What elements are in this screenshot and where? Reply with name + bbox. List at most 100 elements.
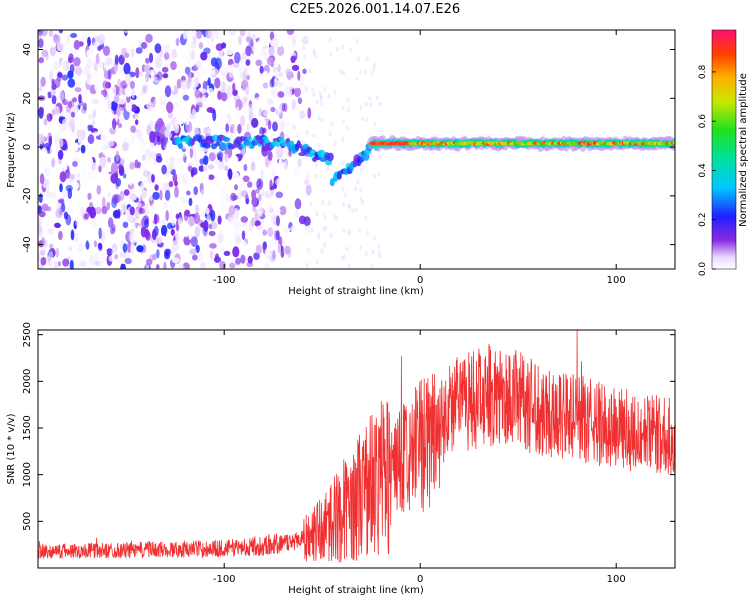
spectrogram-noise-blob [48, 251, 54, 260]
spectrogram-noise-blob [186, 190, 191, 196]
spectrogram-line-segment [243, 140, 252, 146]
spectrogram-noise-blob [107, 68, 112, 80]
spectrogram-line-segment [361, 152, 370, 161]
spectrogram-noise-blob [190, 50, 196, 60]
spectrogram-noise-blob [354, 186, 358, 192]
spectrogram-noise-blob [260, 169, 264, 180]
spectrogram-noise-blob [269, 207, 274, 213]
spectrogram-noise-blob [364, 215, 368, 221]
spectrogram-noise-blob [88, 157, 94, 168]
spectrogram-noise-blob [255, 225, 264, 231]
spectrogram-noise-blob [194, 89, 201, 99]
spectrogram-noise-blob [106, 201, 111, 211]
spectrogram-x-ticks: -100 0 100 [213, 30, 626, 286]
spectrogram-noise-blob [97, 242, 103, 250]
spectrogram-noise-blob [255, 244, 262, 255]
spectrogram-noise-blob [240, 71, 245, 79]
spectrogram-noise-blob [272, 166, 277, 173]
spectrogram-noise-blob [333, 89, 337, 95]
spectrogram-noise-blob [45, 219, 51, 230]
spectrogram-noise-blob [72, 182, 80, 190]
spectrogram-noise-blob [328, 200, 332, 206]
spectrogram-noise-blob [73, 39, 80, 50]
spectrogram-noise-blob [87, 36, 91, 47]
spectrogram-noise-blob [144, 218, 149, 229]
spectrogram-noise-blob [139, 100, 143, 106]
spectrogram-noise-blob [40, 256, 47, 266]
spectrogram-noise-blob [270, 106, 276, 113]
spectrogram-noise-blob [290, 225, 297, 233]
spectrogram-noise-blob [301, 35, 309, 45]
spectrogram-noise-blob [224, 153, 229, 163]
y-tick-label: -40 [22, 236, 33, 252]
spectrogram-noise-blob [277, 71, 284, 78]
spectrogram-noise-blob [61, 112, 68, 118]
spectrogram-noise-blob [162, 217, 167, 228]
spectrogram-noise-blob [291, 64, 300, 71]
spectrogram-noise-blob [107, 99, 112, 111]
spectrogram-noise-blob [277, 91, 285, 98]
spectrogram-noise-blob [102, 80, 109, 89]
spectrogram-noise-blob [278, 158, 283, 168]
spectrogram-noise-blob [163, 201, 168, 210]
colorbar-tick-label: 0.2 [698, 213, 708, 227]
spectrogram-noise-blob [105, 56, 113, 66]
spectrogram-noise-blob [255, 96, 263, 103]
spectrogram-noise-blob [113, 94, 120, 104]
spectrogram-noise-blob [206, 214, 211, 223]
y-tick-label: -20 [22, 188, 33, 204]
spectrogram-noise-blob [62, 38, 69, 48]
spectrogram-noise-blob [284, 245, 291, 255]
spectrogram-noise-blob [154, 213, 158, 225]
spectrogram-noise-blob [373, 174, 377, 180]
spectrogram-noise-blob [188, 215, 195, 227]
spectrogram-noise-blob [323, 86, 327, 92]
spectrogram-noise-blob [200, 189, 206, 197]
spectrogram-noise-blob [192, 254, 198, 261]
spectrogram-noise-blob [347, 263, 351, 269]
spectrogram-noise-blob [359, 69, 362, 75]
spectrogram-noise-blob [53, 106, 60, 118]
spectrogram-noise-blob [92, 131, 101, 137]
spectrogram-noise-blob [351, 208, 355, 214]
spectrogram-noise-blob [175, 158, 183, 166]
spectrogram-noise-blob [145, 33, 153, 44]
spectrogram-noise-blob [92, 120, 96, 125]
spectrogram-noise-blob [156, 71, 163, 81]
spectrogram-noise-blob [120, 256, 127, 264]
spectrogram-noise-blob [49, 46, 56, 57]
spectrogram-noise-blob [182, 94, 190, 101]
snr-y-ticks: 500 1000 1500 2000 2500 [22, 322, 675, 531]
spectrogram-noise-blob [91, 70, 98, 77]
spectrogram-noise-blob [232, 194, 239, 201]
spectrogram-noise-blob [226, 49, 234, 56]
colorbar-tick-label: 0.6 [698, 114, 708, 129]
spectrogram-noise-blob [246, 228, 250, 235]
spectrogram-noise-blob [373, 121, 377, 127]
spectrogram-noise-blob [365, 56, 369, 62]
spectrogram-noise-blob [176, 78, 182, 89]
spectrogram-noise-blob [341, 136, 345, 142]
spectrogram-noise-blob [232, 82, 236, 93]
spectrogram-noise-blob [181, 151, 187, 158]
spectrogram-noise-blob [251, 157, 259, 163]
spectrogram-noise-blob [74, 87, 82, 93]
spectrogram-noise-blob [119, 190, 125, 202]
spectrogram-noise-blob [232, 246, 240, 258]
spectrogram-noise-blob [152, 253, 157, 261]
spectrogram-noise-blob [205, 30, 212, 39]
spectrogram-noise-blob [102, 144, 110, 150]
spectrogram-noise-blob [54, 136, 61, 144]
spectrogram-noise-blob [112, 85, 117, 97]
spectrogram-noise-blob [171, 82, 175, 92]
spectrogram-noise-blob [298, 215, 307, 225]
spectrogram-noise-blob [124, 167, 130, 173]
spectrogram-noise-blob [308, 68, 312, 74]
spectrogram-noise-blob [162, 243, 166, 251]
spectrogram-noise-blob [163, 261, 167, 269]
x-tick-label: 0 [417, 275, 423, 286]
spectrogram-noise-blob [120, 117, 125, 123]
spectrogram-noise-blob [149, 189, 154, 201]
spectrogram-noise-blob [54, 132, 58, 139]
spectrogram-noise-blob [335, 216, 339, 221]
